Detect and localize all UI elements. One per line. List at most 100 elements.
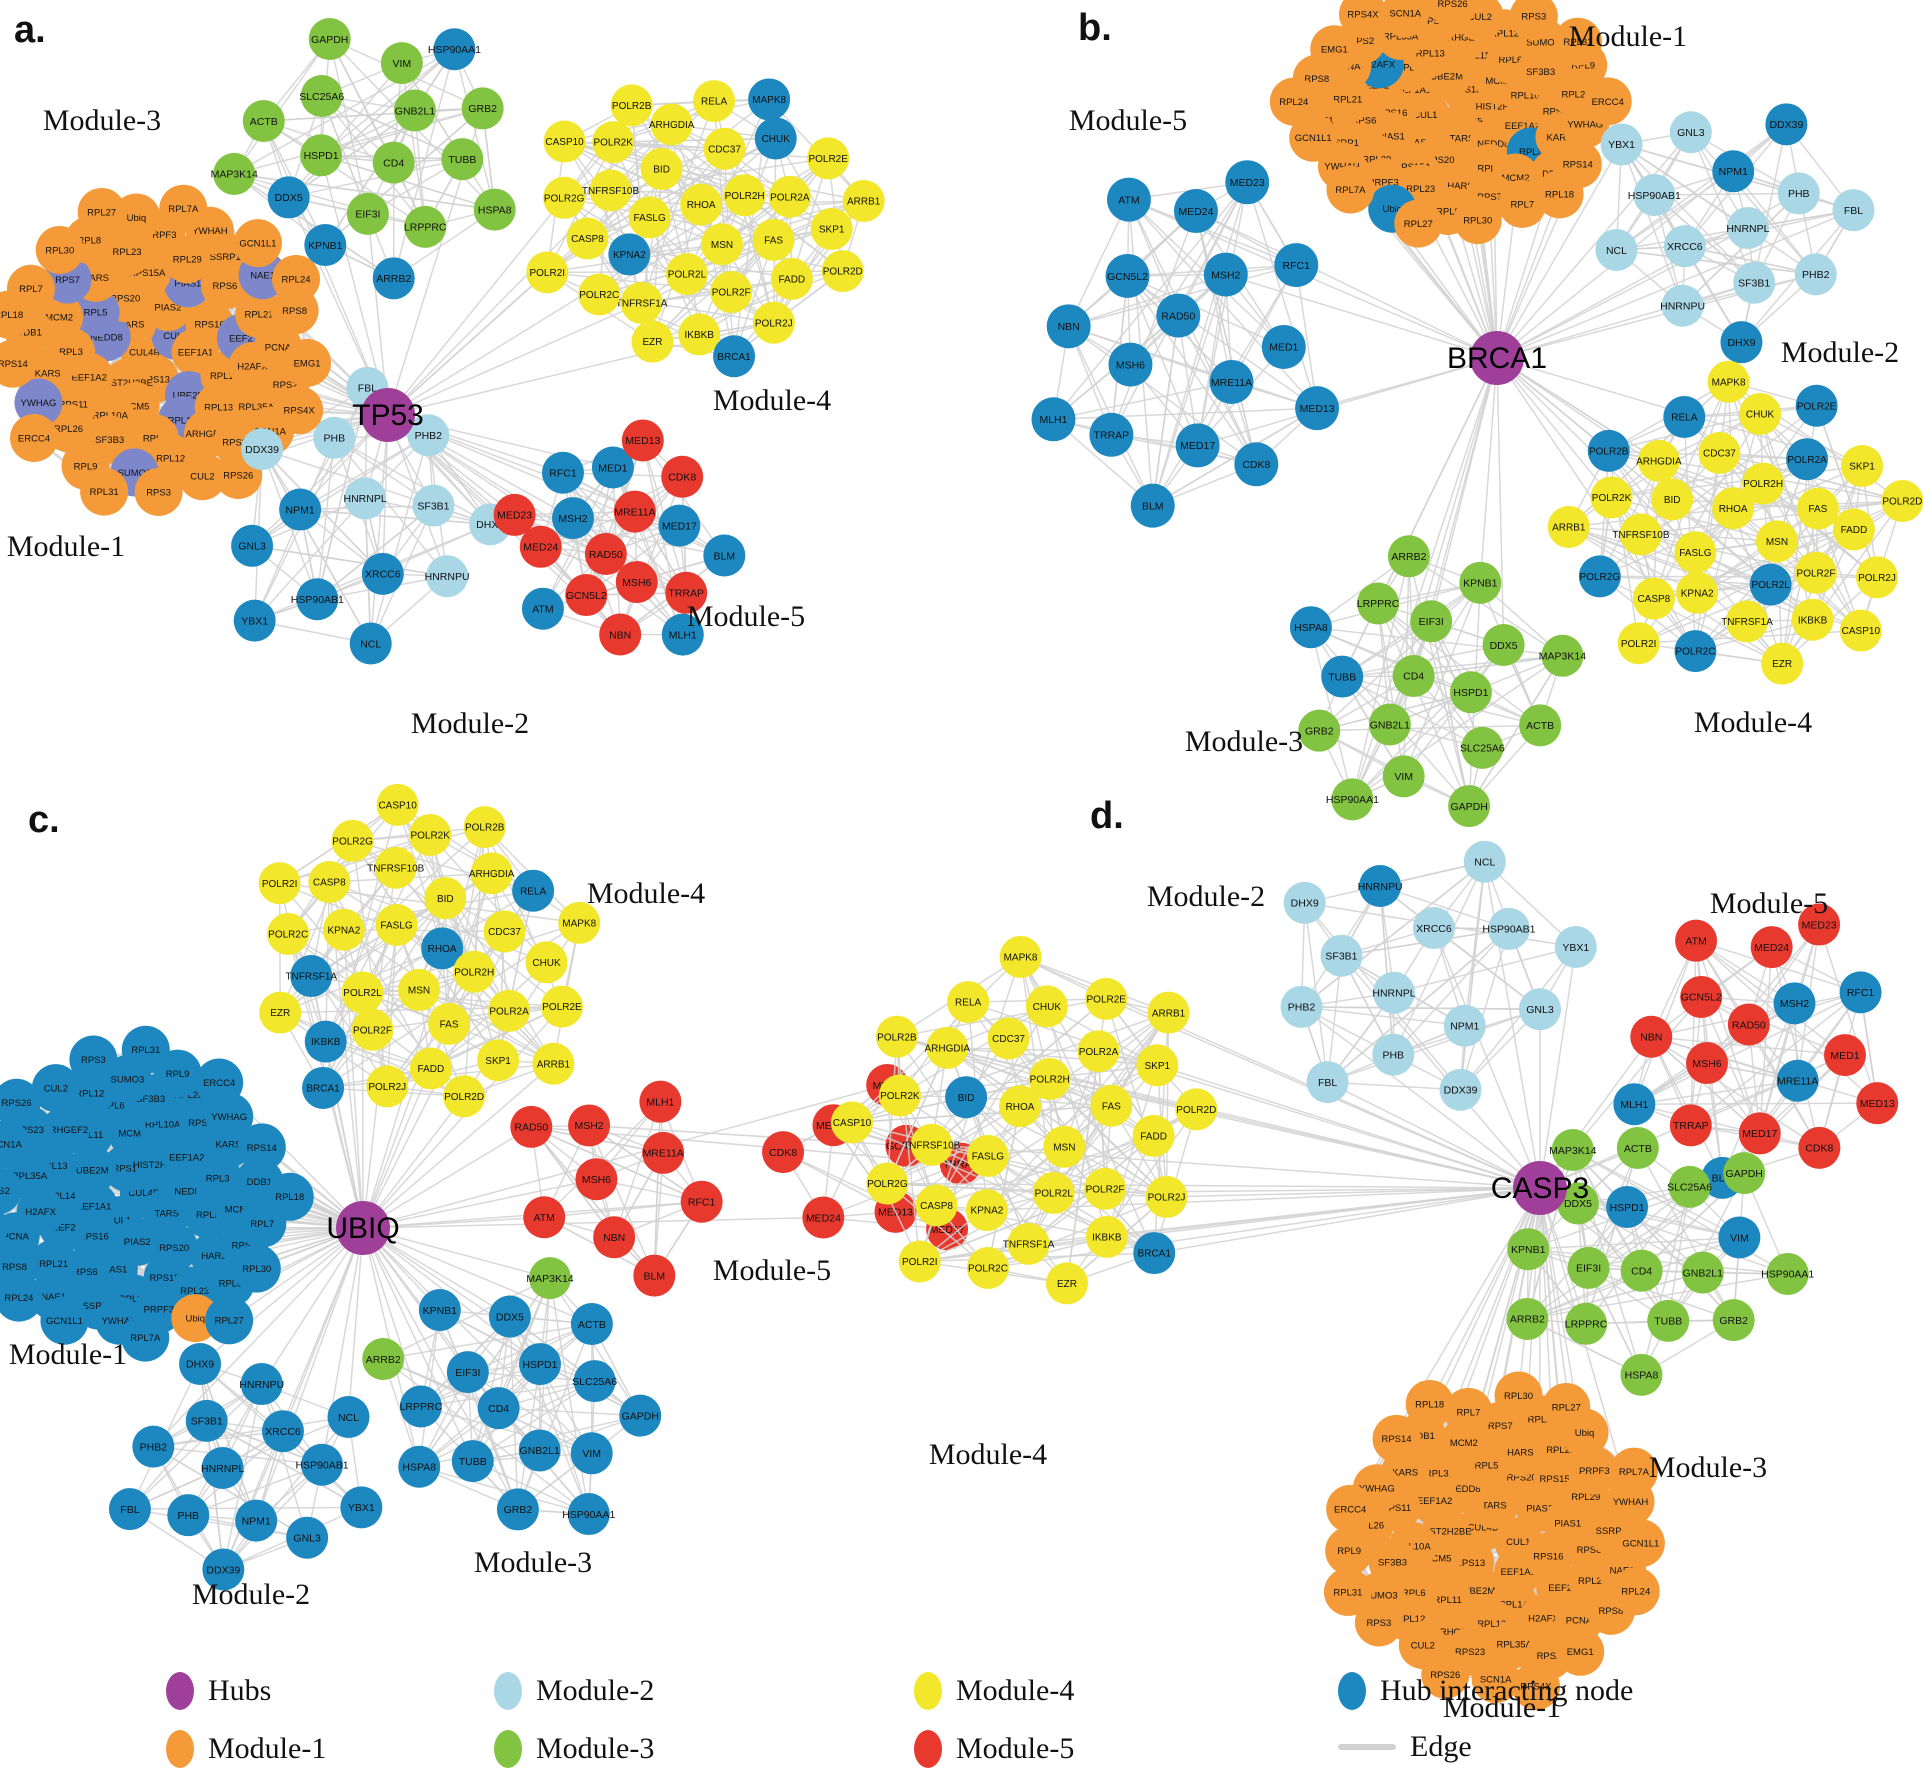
node-POLR2H[interactable]: POLR2H — [453, 950, 496, 993]
node-GRB2[interactable]: GRB2 — [496, 1488, 539, 1531]
node-circle[interactable] — [1795, 551, 1838, 594]
node-ARRB2[interactable]: ARRB2 — [362, 1338, 405, 1381]
node-KPNB1[interactable]: KPNB1 — [1507, 1228, 1550, 1271]
node-circle[interactable] — [433, 28, 476, 71]
node-circle[interactable] — [1156, 293, 1201, 338]
node-MED24[interactable]: MED24 — [519, 525, 562, 568]
node-POLR2I[interactable]: POLR2I — [898, 1240, 941, 1283]
node-POLR2H[interactable]: POLR2H — [723, 174, 766, 217]
node-circle[interactable] — [565, 574, 608, 617]
node-circle[interactable] — [658, 504, 701, 547]
node-POLR2I[interactable]: POLR2I — [526, 251, 569, 294]
node-circle[interactable] — [283, 338, 332, 387]
node-circle[interactable] — [1203, 252, 1248, 297]
node-circle[interactable] — [748, 78, 791, 121]
node-MAPK8[interactable]: MAPK8 — [999, 935, 1042, 978]
node-circle[interactable] — [1841, 445, 1884, 488]
node-PHB2[interactable]: PHB2 — [132, 1425, 175, 1468]
node-circle[interactable] — [752, 218, 795, 261]
node-POLR2K[interactable]: POLR2K — [1590, 476, 1633, 519]
node-RPL27[interactable]: RPL27 — [1394, 199, 1443, 248]
node-circle[interactable] — [1046, 304, 1091, 349]
node-circle[interactable] — [1089, 412, 1134, 457]
node-RPS3[interactable]: RPS3 — [69, 1035, 118, 1084]
hub-BRCA1[interactable]: BRCA1 — [1447, 331, 1547, 385]
node-BLM[interactable]: BLM — [1130, 483, 1175, 528]
node-PHB2[interactable]: PHB2 — [1794, 253, 1837, 296]
node-TNFRSF1A[interactable]: TNFRSF1A — [1721, 600, 1773, 643]
node-DDX39[interactable]: DDX39 — [241, 428, 284, 471]
node-ATM[interactable]: ATM — [521, 587, 564, 630]
node-HNRNPU[interactable]: HNRNPU — [1358, 865, 1403, 908]
node-RFC1[interactable]: RFC1 — [1274, 243, 1319, 288]
node-RPS3[interactable]: RPS3 — [134, 467, 183, 516]
node-POLR2J[interactable]: POLR2J — [366, 1065, 409, 1108]
node-ACTB[interactable]: ACTB — [1616, 1127, 1659, 1170]
node-circle[interactable] — [1777, 172, 1820, 215]
node-CASP8[interactable]: CASP8 — [915, 1184, 958, 1227]
node-ARHGDIA[interactable]: ARHGDIA — [1636, 439, 1682, 482]
node-circle[interactable] — [592, 121, 635, 164]
node-SF3B1[interactable]: SF3B1 — [1733, 261, 1776, 304]
node-EMG1[interactable]: EMG1 — [283, 338, 332, 387]
node-circle[interactable] — [526, 251, 569, 294]
node-circle[interactable] — [233, 599, 276, 642]
node-POLR2J[interactable]: POLR2J — [1855, 556, 1898, 599]
node-MED24[interactable]: MED24 — [802, 1196, 845, 1239]
node-TRRAP[interactable]: TRRAP — [1669, 1104, 1712, 1147]
node-CASP10[interactable]: CASP10 — [1839, 609, 1882, 652]
node-ACTB[interactable]: ACTB — [570, 1303, 613, 1346]
node-FASLG[interactable]: FASLG — [966, 1134, 1009, 1177]
node-TUBB[interactable]: TUBB — [451, 1440, 494, 1483]
node-HSPA8[interactable]: HSPA8 — [398, 1445, 441, 1488]
node-MED23[interactable]: MED23 — [1225, 160, 1270, 205]
node-circle[interactable] — [349, 622, 392, 665]
node-RFC1[interactable]: RFC1 — [1839, 971, 1882, 1014]
node-circle[interactable] — [1720, 321, 1763, 364]
node-RPL30[interactable]: RPL30 — [232, 1244, 281, 1293]
node-IKBKB[interactable]: IKBKB — [1085, 1215, 1128, 1258]
node-circle[interactable] — [1321, 655, 1364, 698]
node-ARRB1[interactable]: ARRB1 — [1547, 505, 1590, 548]
node-CHUK[interactable]: CHUK — [1739, 392, 1782, 435]
node-circle[interactable] — [1331, 778, 1374, 821]
node-circle[interactable] — [1394, 199, 1443, 248]
node-circle[interactable] — [1794, 253, 1837, 296]
node-circle[interactable] — [543, 176, 586, 219]
node-CD4[interactable]: CD4 — [372, 141, 415, 184]
node-circle[interactable] — [842, 179, 885, 222]
node-circle[interactable] — [493, 493, 536, 536]
node-TUBB[interactable]: TUBB — [1647, 1299, 1690, 1342]
node-circle[interactable] — [1663, 225, 1706, 268]
node-circle[interactable] — [380, 42, 423, 85]
node-DDX5[interactable]: DDX5 — [488, 1295, 531, 1338]
node-HSP90AA1[interactable]: HSP90AA1 — [1326, 778, 1379, 821]
node-circle[interactable] — [272, 254, 321, 303]
node-MLH1[interactable]: MLH1 — [661, 613, 704, 656]
node-circle[interactable] — [1173, 189, 1218, 234]
node-circle[interactable] — [1733, 261, 1776, 304]
node-MED1[interactable]: MED1 — [1261, 324, 1306, 369]
node-PHB[interactable]: PHB — [1777, 172, 1820, 215]
node-CDK8[interactable]: CDK8 — [661, 455, 704, 498]
node-circle[interactable] — [300, 134, 343, 177]
node-MED1[interactable]: MED1 — [591, 446, 634, 489]
node-circle[interactable] — [1175, 423, 1220, 468]
node-circle[interactable] — [770, 257, 813, 300]
node-MED17[interactable]: MED17 — [658, 504, 701, 547]
node-circle[interactable] — [10, 414, 59, 463]
node-MSH2[interactable]: MSH2 — [551, 497, 594, 540]
node-GNB2L1[interactable]: GNB2L1 — [393, 89, 436, 132]
node-circle[interactable] — [1832, 189, 1875, 232]
node-EZR[interactable]: EZR — [259, 991, 302, 1034]
node-CASP10[interactable]: CASP10 — [376, 783, 419, 826]
node-circle[interactable] — [1619, 513, 1662, 556]
node-circle[interactable] — [1765, 103, 1808, 146]
node-circle[interactable] — [1453, 196, 1502, 245]
node-circle[interactable] — [213, 152, 256, 195]
node-circle[interactable] — [1392, 654, 1435, 697]
node-circle[interactable] — [1651, 478, 1694, 521]
node-RPL7A[interactable]: RPL7A — [1326, 165, 1375, 214]
node-DHX9[interactable]: DHX9 — [1720, 321, 1763, 364]
node-FASLG[interactable]: FASLG — [628, 196, 671, 239]
